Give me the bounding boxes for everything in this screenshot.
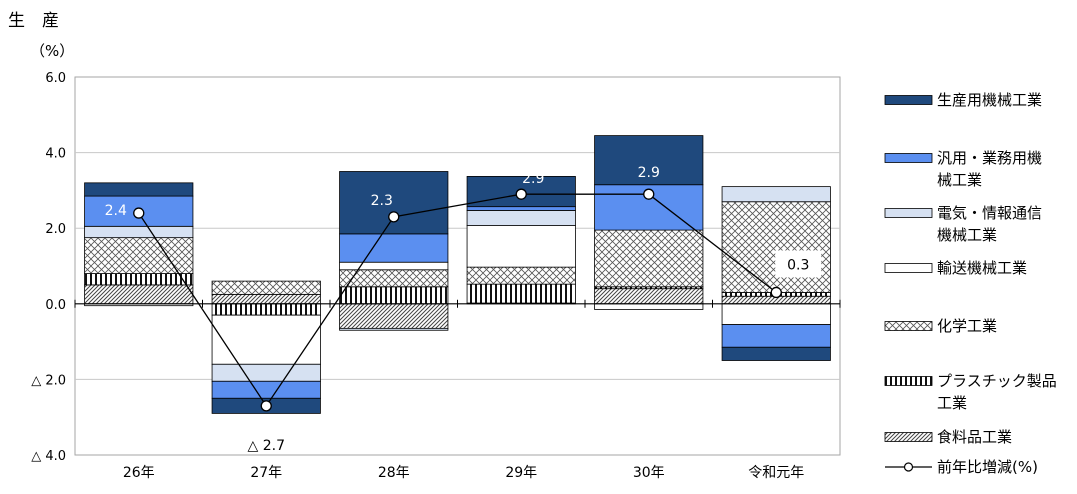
chart-title: 生 産 <box>8 11 59 31</box>
line-point <box>260 400 272 412</box>
bar-segment-transport <box>339 261 449 271</box>
y-tick-label: 6.0 <box>45 71 66 86</box>
legend-label-production: 生産用機械工業 <box>937 91 1042 109</box>
data-label: △ 2.7 <box>248 438 285 454</box>
bar-segment-general <box>211 380 321 399</box>
legend-swatch-plastic <box>884 376 933 386</box>
bar-segment-chemical <box>84 237 194 274</box>
y-tick-label: 0.0 <box>45 298 66 313</box>
bar-segment-general <box>339 233 449 263</box>
legend-swatch-transport <box>884 263 933 273</box>
bar-segment-electric <box>84 225 194 239</box>
legend-label-line: 前年比増減(%) <box>937 458 1038 476</box>
bar-segment-chemical <box>466 266 576 285</box>
bar-segment-transport <box>211 314 321 365</box>
legend-label-food: 食料品工業 <box>937 428 1012 446</box>
plot-line: 2.4 △ 2.7 2.3 2.9 2.9 0.3 <box>105 165 822 454</box>
plot-frame <box>74 76 841 456</box>
bar-segment-general <box>466 206 576 211</box>
legend-label-electric: 電気・情報通信機械工業 <box>937 204 1042 244</box>
data-label: 2.3 <box>371 193 393 209</box>
y-tick-label: 2.0 <box>45 222 66 237</box>
legend-swatch-food <box>884 432 933 442</box>
line-point <box>133 207 145 219</box>
y-axis-unit: （%） <box>30 42 74 60</box>
bar-segment-plastic <box>339 286 449 305</box>
bar-segment-food <box>84 284 194 305</box>
bar-segment-electric <box>339 327 449 331</box>
bar-segment-plastic <box>211 303 321 316</box>
legend-swatch-electric <box>884 208 933 218</box>
bar-segment-production <box>594 135 704 186</box>
data-label: 2.4 <box>105 203 127 219</box>
legend-swatch-production <box>884 95 933 105</box>
bar-segment-transport <box>594 303 704 310</box>
legend-label-transport: 輸送機械工業 <box>937 259 1027 277</box>
data-label: 2.9 <box>522 171 544 187</box>
bar-segment-general <box>84 195 194 227</box>
bar-segment-electric <box>721 186 831 203</box>
plot-axes: 6.0 4.0 2.0 0.0 △ 2.0 △ 4.0 26年 27年 28年 29年 30年 令和元… <box>31 71 841 481</box>
legend-swatch-general <box>884 153 933 163</box>
x-tick-label: 28年 <box>378 465 410 481</box>
y-tick-label: △ 2.0 <box>31 373 66 388</box>
bar-segment-food <box>211 293 321 305</box>
bar-segment-electric <box>466 210 576 226</box>
bar-segment-plastic <box>84 273 194 286</box>
bar-segment-electric <box>211 363 321 382</box>
x-tick-label: 30年 <box>633 465 665 481</box>
y-tick-label: 4.0 <box>45 147 66 162</box>
plot-grid <box>74 76 841 456</box>
bar-segment-chemical <box>594 229 704 288</box>
line-point <box>515 188 527 200</box>
legend: 生産用機械工業汎用・業務用機械工業電気・情報通信機械工業輸送機械工業化学工業プラ… <box>884 91 1057 476</box>
bar-segment-food <box>594 288 704 305</box>
bar-segment-chemical <box>211 280 321 295</box>
data-label: 0.3 <box>787 257 809 273</box>
line-series <box>138 193 777 408</box>
plot-bars <box>84 135 831 414</box>
x-tick-label: 26年 <box>123 465 155 481</box>
bar-segment-food <box>339 303 449 329</box>
bar-segment-transport <box>721 303 831 325</box>
line-point <box>770 286 782 299</box>
x-tick-label: 令和元年 <box>748 465 804 481</box>
bar-segment-plastic <box>466 283 576 304</box>
legend-label-plastic: プラスチック製品工業 <box>937 372 1057 412</box>
bar-segment-transport <box>466 225 576 268</box>
bar-segment-production <box>339 171 449 235</box>
y-tick-label: △ 4.0 <box>31 449 66 464</box>
line-point <box>388 211 400 223</box>
data-label-bg <box>775 250 822 278</box>
legend-label-general: 汎用・業務用機械工業 <box>937 149 1042 189</box>
data-label: 2.9 <box>638 165 660 181</box>
x-tick-label: 27年 <box>250 465 282 481</box>
legend-swatch-chemical <box>884 321 933 331</box>
bar-segment-general <box>721 324 831 348</box>
bar-segment-production <box>721 346 831 361</box>
line-point <box>643 188 655 200</box>
legend-label-chemical: 化学工業 <box>937 317 997 335</box>
legend-line-marker <box>903 462 914 472</box>
x-tick-label: 29年 <box>505 465 537 481</box>
bar-segment-chemical <box>721 201 831 293</box>
bar-segment-production <box>84 182 194 197</box>
